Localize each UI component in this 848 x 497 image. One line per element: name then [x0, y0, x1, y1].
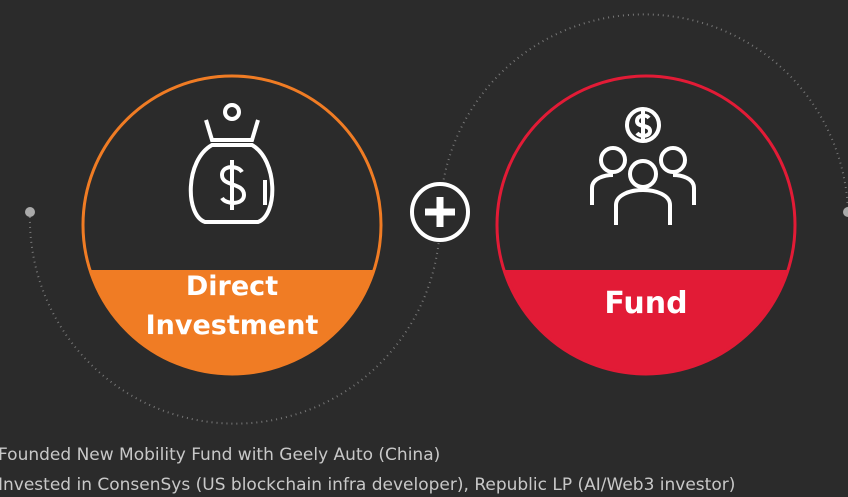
- bullet: Founded New Mobility Fund with Geely Aut…: [0, 445, 440, 465]
- right-ring: [495, 74, 797, 376]
- plus: [425, 197, 455, 227]
- dot: [843, 207, 848, 217]
- left-circle: [82, 75, 382, 375]
- label: Direct: [186, 271, 278, 302]
- people-icon: [590, 107, 696, 225]
- dotted-arc: [28, 13, 848, 425]
- money-bag-icon: [188, 103, 275, 224]
- label: Investment: [146, 310, 319, 341]
- left-ring: [81, 74, 383, 376]
- dot: [25, 207, 35, 217]
- label: Fund: [604, 286, 687, 321]
- bullet: Invested in ConsenSys (US blockchain inf…: [0, 475, 735, 495]
